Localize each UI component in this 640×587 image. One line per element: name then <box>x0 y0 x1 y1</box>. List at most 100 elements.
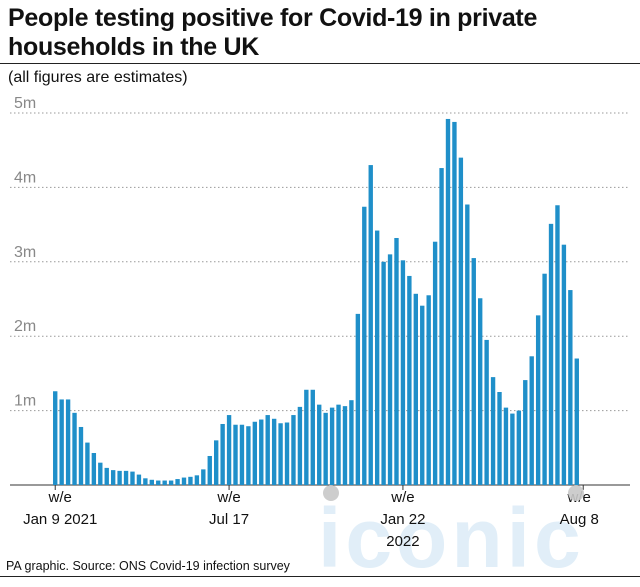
bar <box>387 254 393 485</box>
y-tick-label: 5m <box>14 95 36 112</box>
y-tick-label: 4m <box>14 169 36 186</box>
bar <box>561 244 567 485</box>
bar <box>252 421 258 485</box>
bar <box>233 424 238 485</box>
baseline-dot <box>323 485 339 501</box>
bar <box>175 479 180 485</box>
bar <box>65 399 71 485</box>
bar <box>53 391 58 485</box>
bar <box>291 415 296 485</box>
bar <box>284 422 290 485</box>
bar <box>355 313 361 485</box>
x-tick-label: Jan 9 2021 <box>23 511 97 528</box>
bar <box>548 223 554 485</box>
footer-divider <box>0 576 640 577</box>
bar <box>432 241 438 485</box>
y-tick-label: 2m <box>14 318 36 335</box>
bar <box>374 230 380 485</box>
bar <box>201 469 206 485</box>
bar <box>542 273 547 485</box>
bar <box>117 470 122 485</box>
bar <box>465 204 470 485</box>
bar <box>555 205 560 486</box>
bar <box>342 406 348 485</box>
bar <box>420 305 425 485</box>
bar <box>278 423 283 485</box>
chart-title: People testing positive for Covid-19 in … <box>8 4 538 61</box>
bar <box>310 389 315 485</box>
bar <box>239 424 245 485</box>
bar <box>91 453 97 485</box>
bar <box>535 315 541 485</box>
bar <box>304 389 309 485</box>
bar <box>168 480 174 485</box>
bar <box>162 480 167 485</box>
x-tick-label: w/e <box>216 489 240 506</box>
title-divider <box>0 63 640 64</box>
bar <box>104 467 109 485</box>
bar <box>123 470 129 485</box>
bar <box>323 412 328 485</box>
bar <box>246 426 251 485</box>
bar <box>490 377 496 485</box>
bar <box>98 462 103 485</box>
x-tick-label: Jul 17 <box>209 511 249 528</box>
bar <box>85 442 90 485</box>
bar <box>523 380 528 485</box>
bar <box>156 480 161 485</box>
bar <box>329 407 335 485</box>
bars <box>53 118 579 486</box>
baseline-dot <box>568 485 584 501</box>
bar <box>529 356 534 485</box>
x-tick-label: Jan 22 <box>380 511 425 528</box>
bar <box>484 339 489 485</box>
bar <box>574 358 579 485</box>
bar <box>349 400 354 485</box>
bar <box>445 118 451 485</box>
bar <box>181 477 187 485</box>
bar <box>497 392 502 485</box>
bar <box>207 455 212 485</box>
bar <box>471 258 476 485</box>
bar <box>143 478 148 485</box>
x-tick-label: w/e <box>390 489 414 506</box>
y-axis-ticks: 1m 2m 3m 4m 5m <box>14 95 36 410</box>
bar <box>407 275 412 485</box>
bar <box>439 168 444 485</box>
bar <box>503 407 509 485</box>
bar <box>130 471 135 485</box>
bar <box>400 260 406 485</box>
bar-chart: 1m 2m 3m 4m 5m w/e Jan 9 2021 w/e Jul 17 w/e Jan … <box>10 95 630 550</box>
bar <box>214 440 219 485</box>
y-tick-label: 3m <box>14 244 36 261</box>
bar <box>317 404 322 485</box>
bar <box>220 423 225 485</box>
x-tick-label: 2022 <box>386 533 419 550</box>
bar <box>426 295 431 485</box>
x-tick-label: Aug 8 <box>560 511 599 528</box>
bar <box>368 165 373 485</box>
bar <box>271 418 277 485</box>
bar <box>510 413 515 485</box>
y-tick-label: 1m <box>14 393 36 410</box>
bar <box>72 412 77 485</box>
bar <box>452 121 457 485</box>
bar <box>336 404 341 485</box>
bar <box>362 206 367 485</box>
bar <box>394 237 399 485</box>
watermark-logo: iconic <box>318 491 585 585</box>
bar <box>59 399 64 485</box>
source-note: PA graphic. Source: ONS Covid-19 infecti… <box>6 559 290 573</box>
bar <box>78 426 84 485</box>
bar <box>265 415 270 485</box>
bar <box>458 157 464 485</box>
bar <box>259 419 264 485</box>
bar <box>568 290 573 485</box>
bar <box>194 475 200 485</box>
bar <box>297 406 303 485</box>
bar <box>478 298 483 485</box>
chart-subtitle: (all figures are estimates) <box>8 69 188 86</box>
bar <box>149 479 154 485</box>
bar <box>516 410 522 485</box>
